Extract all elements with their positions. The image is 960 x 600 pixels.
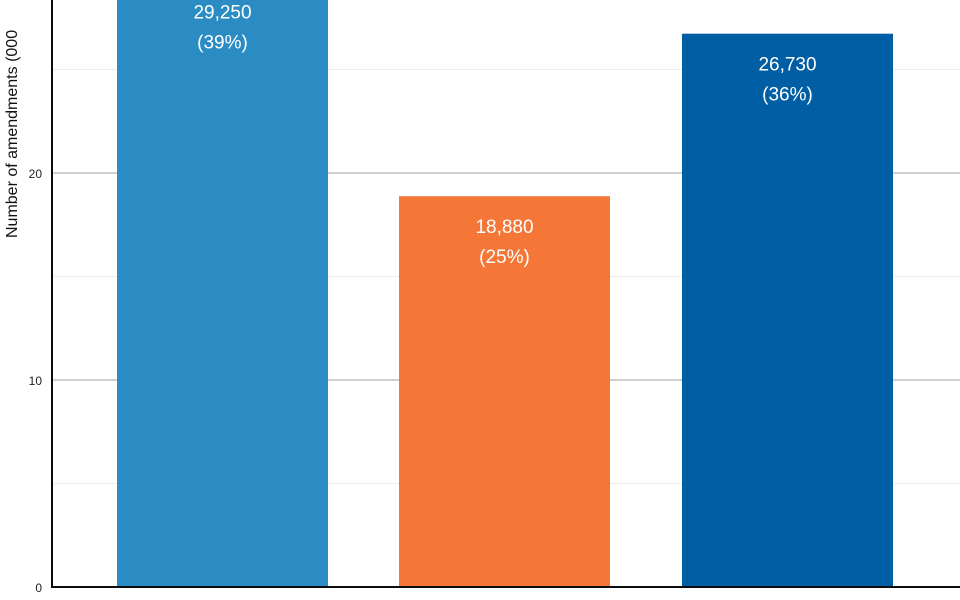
y-tick-label: 0 — [35, 581, 42, 595]
bars: 29,250 (39%) 18,880 (25%) 26,730 (36%) — [117, 0, 893, 587]
bar-value-label: 26,730 — [758, 55, 816, 76]
bar-value-label: 29,250 — [193, 3, 251, 24]
bar-percent-label: (25%) — [479, 247, 530, 268]
y-ticks: 0 10 20 — [29, 167, 43, 595]
bar — [117, 0, 328, 587]
bar-percent-label: (36%) — [762, 85, 813, 106]
y-tick-label: 10 — [29, 374, 43, 388]
y-tick-label: 20 — [29, 167, 43, 181]
y-axis-label: Number of amendments (000 — [4, 30, 21, 238]
bar — [682, 33, 893, 587]
bar-value-label: 18,880 — [475, 217, 533, 238]
bar-percent-label: (39%) — [197, 33, 248, 54]
bar — [399, 196, 610, 587]
axes — [51, 0, 960, 588]
